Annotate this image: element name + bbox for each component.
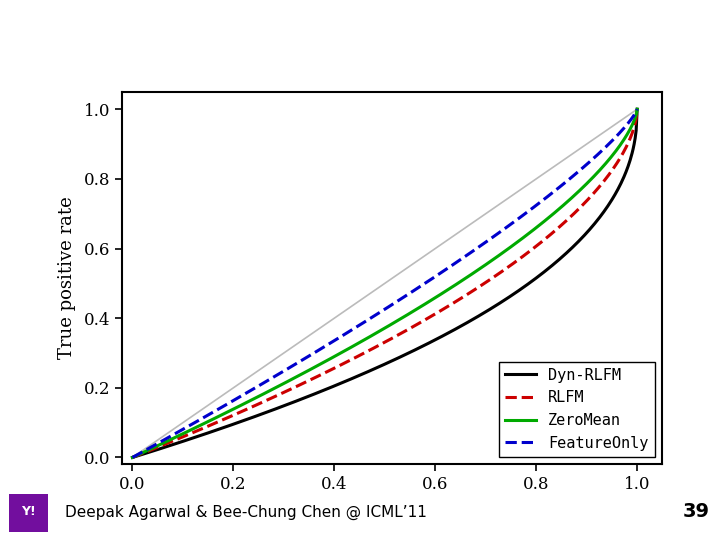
Text: Y!: Y!: [21, 505, 35, 518]
Bar: [9, 494, 48, 532]
Legend: Dyn-RLFM, RLFM, ZeroMean, FeatureOnly: Dyn-RLFM, RLFM, ZeroMean, FeatureOnly: [500, 362, 654, 457]
Text: Deepak Agarwal & Bee-Chung Chen @ ICML’11: Deepak Agarwal & Bee-Chung Chen @ ICML’1…: [65, 504, 427, 519]
Text: Results on Y! FP data: Results on Y! FP data: [14, 22, 383, 51]
Text: 39: 39: [683, 502, 709, 522]
Y-axis label: True positive rate: True positive rate: [58, 197, 76, 360]
